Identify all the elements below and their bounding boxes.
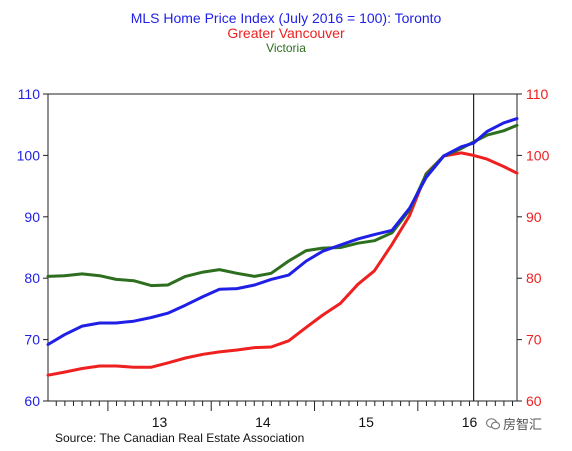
watermark: 房智汇 bbox=[486, 414, 542, 433]
y-tick-label-right: 60 bbox=[526, 393, 542, 409]
y-tick-label-right: 70 bbox=[526, 332, 542, 348]
watermark-text: 房智汇 bbox=[503, 417, 543, 432]
chart-title-vancouver: Greater Vancouver bbox=[227, 25, 345, 41]
y-tick-label-left: 80 bbox=[24, 270, 40, 286]
y-tick-label-left: 70 bbox=[24, 332, 40, 348]
source-note: Source: The Canadian Real Estate Associa… bbox=[55, 431, 305, 445]
x-tick-label: 16 bbox=[462, 414, 478, 430]
y-tick-label-left: 100 bbox=[17, 147, 41, 163]
x-tick-label: 15 bbox=[358, 414, 374, 430]
chart-title-toronto: MLS Home Price Index (July 2016 = 100): … bbox=[130, 10, 442, 26]
y-tick-label-right: 90 bbox=[526, 209, 542, 225]
series-line-victoria bbox=[46, 123, 519, 288]
chart-title-victoria: Victoria bbox=[266, 41, 306, 55]
y-tick-label-left: 60 bbox=[24, 393, 40, 409]
chart-titles: MLS Home Price Index (July 2016 = 100): … bbox=[0, 10, 572, 55]
series-line-toronto bbox=[46, 117, 519, 346]
plot-frame bbox=[47, 93, 518, 402]
y-tick-label-right: 100 bbox=[526, 147, 550, 163]
x-tick-label: 13 bbox=[152, 414, 168, 430]
y-tick-label-left: 90 bbox=[24, 209, 40, 225]
y-tick-label-right: 110 bbox=[526, 86, 549, 102]
y-tick-label-right: 80 bbox=[526, 270, 542, 286]
x-tick-label: 14 bbox=[255, 414, 271, 430]
y-tick-label-left: 110 bbox=[18, 86, 41, 102]
wechat-icon bbox=[486, 417, 500, 429]
